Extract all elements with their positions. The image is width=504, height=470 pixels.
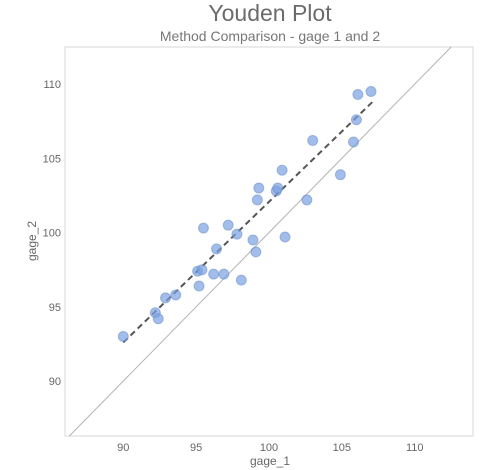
- data-point: [235, 274, 247, 286]
- data-point: [117, 331, 129, 343]
- data-point: [222, 219, 234, 231]
- x-tick-label: 100: [260, 442, 278, 454]
- data-point: [348, 136, 360, 148]
- y-tick-label: 105: [43, 153, 61, 165]
- plot-frame: [64, 46, 474, 437]
- y-axis-label: gage_2: [25, 221, 39, 261]
- data-point: [279, 231, 291, 243]
- data-point: [365, 86, 377, 98]
- data-point: [170, 289, 182, 301]
- data-point: [218, 268, 230, 280]
- fit-trend-line: [122, 101, 374, 344]
- data-point: [276, 164, 288, 176]
- data-point: [334, 169, 346, 181]
- data-point: [160, 292, 172, 304]
- y-tick-label: 100: [43, 228, 61, 240]
- data-point: [196, 264, 208, 276]
- y-tick-label: 110: [43, 79, 61, 91]
- data-point: [253, 182, 265, 194]
- identity-reference-line: [69, 46, 452, 437]
- data-point: [352, 89, 364, 101]
- x-axis-label: gage_1: [250, 454, 290, 468]
- x-tick-label: 110: [406, 442, 424, 454]
- x-tick-label: 105: [333, 442, 351, 454]
- data-point: [197, 222, 209, 234]
- data-point: [231, 228, 243, 240]
- y-axis-ticks: 90 95 100 105 110: [43, 79, 61, 388]
- data-point: [208, 268, 220, 280]
- y-tick-label: 95: [49, 302, 61, 314]
- x-tick-label: 95: [190, 442, 202, 454]
- data-point: [251, 194, 263, 206]
- data-point: [272, 182, 284, 194]
- data-point: [250, 246, 262, 258]
- data-point: [193, 280, 205, 292]
- x-tick-label: 90: [117, 442, 129, 454]
- data-point: [211, 243, 223, 255]
- data-point: [307, 135, 319, 147]
- x-axis-ticks: 90 95 100 105 110: [117, 442, 423, 454]
- data-point: [152, 313, 164, 325]
- chart-title: Youden Plot: [208, 0, 332, 26]
- chart-subtitle: Method Comparison - gage 1 and 2: [159, 28, 381, 44]
- data-point: [247, 234, 259, 246]
- data-point: [301, 194, 313, 206]
- y-tick-label: 90: [49, 376, 61, 388]
- data-points: [117, 86, 377, 343]
- data-point: [350, 114, 362, 126]
